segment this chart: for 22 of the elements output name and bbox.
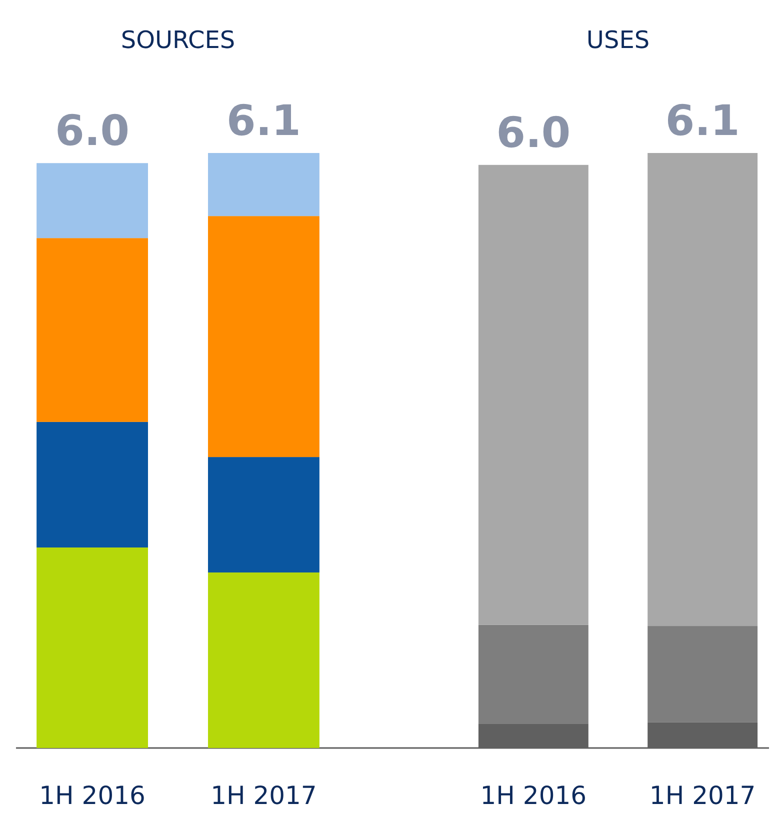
bar: [36, 547, 148, 748]
bar: [208, 216, 320, 458]
bar: [208, 153, 320, 216]
bar: [648, 153, 758, 626]
x-tick-label: 1H 2017: [649, 781, 756, 810]
bar: [478, 624, 588, 724]
bar: [36, 422, 148, 548]
text: 6.1: [665, 96, 740, 145]
chart-title: USES: [586, 26, 650, 54]
bar: [36, 163, 148, 238]
x-tick-label: 1H 2016: [39, 781, 146, 810]
x-tick-label: 1H 2017: [210, 781, 317, 810]
text: 6.1: [226, 96, 301, 145]
bar: [208, 572, 320, 748]
bar: [208, 457, 320, 572]
annotation: 6.0: [496, 108, 571, 157]
bar: [478, 164, 588, 625]
bar: [648, 626, 758, 722]
annotation: 6.0: [55, 106, 130, 156]
x-tick-label: 1H 2016: [480, 781, 587, 810]
bar: [36, 238, 148, 422]
chart-title: SOURCES: [120, 26, 236, 54]
